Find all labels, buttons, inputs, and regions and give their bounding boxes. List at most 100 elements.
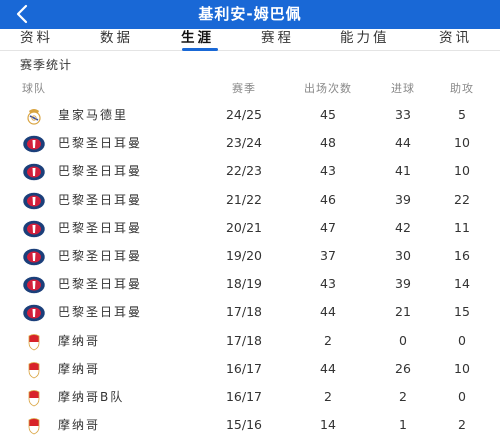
table-row[interactable]: 巴黎圣日耳曼 18/19 43 39 14	[0, 270, 500, 298]
team-name: 巴黎圣日耳曼	[58, 192, 143, 207]
column-header-apps: 出场次数	[304, 82, 352, 95]
team-name: 巴黎圣日耳曼	[58, 136, 143, 151]
table-row[interactable]: 摩纳哥 15/16 14 1 2	[0, 411, 500, 439]
assists-cell: 0	[458, 332, 466, 348]
season-cell: 21/22	[225, 191, 263, 207]
assists-cell: 2	[458, 417, 466, 433]
assists-cell: 15	[454, 304, 470, 320]
season-cell: 16/17	[225, 360, 263, 376]
appearances-cell: 44	[320, 304, 336, 320]
appearances-cell: 2	[324, 389, 332, 404]
season-cell: 19/20	[225, 248, 263, 263]
season-cell: 15/16	[225, 417, 263, 433]
assists-cell: 0	[458, 389, 466, 404]
team-name: 摩纳哥	[58, 361, 101, 376]
active-tab-indicator	[182, 48, 218, 51]
team-name: 巴黎圣日耳曼	[58, 249, 143, 263]
psg-badge-icon	[22, 304, 46, 323]
table-row[interactable]: 巴黎圣日耳曼 17/18 44 21 15	[0, 298, 500, 326]
psg-badge-icon	[22, 248, 46, 266]
appearances-cell: 46	[320, 191, 336, 207]
assists-cell: 10	[454, 360, 470, 376]
team-name: 摩纳哥B队	[58, 390, 125, 404]
section-title: 赛季统计	[20, 58, 73, 72]
psg-badge-icon	[22, 276, 46, 294]
team-name: 巴黎圣日耳曼	[58, 277, 143, 292]
column-header-assists: 助攻	[450, 82, 474, 95]
appearances-cell: 45	[320, 107, 336, 122]
goals-cell: 41	[395, 163, 411, 179]
tab-news[interactable]: 资讯	[439, 30, 472, 46]
goals-cell: 33	[395, 107, 411, 122]
appearances-cell: 43	[320, 163, 336, 179]
column-header-season: 赛季	[232, 82, 256, 95]
season-cell: 17/18	[225, 304, 263, 320]
tab-profile[interactable]: 资料	[20, 30, 53, 46]
appearances-cell: 43	[320, 276, 336, 292]
team-name: 摩纳哥	[58, 333, 101, 348]
back-arrow-icon[interactable]	[12, 3, 34, 25]
assists-cell: 10	[454, 163, 470, 179]
top-bar: 基利安-姆巴佩	[0, 0, 500, 29]
goals-cell: 1	[399, 417, 407, 433]
season-cell: 17/18	[225, 332, 263, 348]
goals-cell: 44	[395, 135, 411, 151]
team-name: 皇家马德里	[58, 108, 129, 122]
table-row[interactable]: 巴黎圣日耳曼 22/23 43 41 10	[0, 157, 500, 185]
appearances-cell: 14	[320, 417, 336, 433]
table-row[interactable]: 摩纳哥B队 16/17 2 2 0	[0, 383, 500, 411]
column-header-goals: 进球	[391, 82, 415, 95]
table-row[interactable]: 巴黎圣日耳曼 19/20 37 30 16	[0, 242, 500, 270]
season-cell: 18/19	[225, 276, 263, 292]
assists-cell: 16	[454, 248, 470, 263]
tab-career[interactable]: 生涯	[181, 30, 214, 46]
psg-badge-icon	[22, 191, 46, 210]
appearances-cell: 47	[320, 219, 336, 235]
monaco-badge-icon	[22, 361, 46, 379]
appearances-cell: 37	[320, 248, 336, 263]
column-header-team: 球队	[22, 82, 46, 95]
team-name: 巴黎圣日耳曼	[58, 220, 143, 235]
season-cell: 24/25	[225, 107, 263, 122]
table-row[interactable]: 摩纳哥 17/18 2 0 0	[0, 327, 500, 355]
goals-cell: 0	[399, 332, 407, 348]
tab-schedule[interactable]: 赛程	[261, 30, 294, 46]
assists-cell: 5	[458, 107, 466, 122]
table-row[interactable]: 巴黎圣日耳曼 23/24 48 44 10	[0, 129, 500, 157]
goals-cell: 39	[395, 191, 411, 207]
team-name: 巴黎圣日耳曼	[58, 305, 143, 320]
real-madrid-badge-icon	[22, 107, 46, 125]
psg-badge-icon	[22, 163, 46, 182]
appearances-cell: 44	[320, 360, 336, 376]
table-row[interactable]: 巴黎圣日耳曼 20/21 47 42 11	[0, 214, 500, 242]
season-cell: 20/21	[225, 219, 263, 235]
table-row[interactable]: 皇家马德里 24/25 45 33 5	[0, 101, 500, 129]
assists-cell: 14	[454, 276, 470, 292]
goals-cell: 21	[395, 304, 411, 320]
goals-cell: 42	[395, 219, 411, 235]
team-name: 巴黎圣日耳曼	[58, 164, 143, 179]
psg-badge-icon	[22, 135, 46, 153]
page-title: 基利安-姆巴佩	[198, 5, 302, 23]
goals-cell: 30	[395, 248, 411, 263]
tab-bar: 资料 数据 生涯 赛程 能力值 资讯	[0, 29, 500, 51]
team-name: 摩纳哥	[58, 418, 101, 433]
appearances-cell: 48	[320, 135, 336, 151]
assists-cell: 10	[454, 135, 470, 151]
table-row[interactable]: 巴黎圣日耳曼 21/22 46 39 22	[0, 186, 500, 214]
monaco-badge-icon	[22, 333, 46, 351]
table-row[interactable]: 摩纳哥 16/17 44 26 10	[0, 355, 500, 383]
monaco-badge-icon	[22, 417, 46, 435]
goals-cell: 39	[395, 276, 411, 292]
season-cell: 16/17	[225, 389, 263, 404]
season-cell: 23/24	[225, 135, 263, 151]
assists-cell: 22	[454, 191, 470, 207]
goals-cell: 26	[395, 360, 411, 376]
appearances-cell: 2	[324, 332, 332, 348]
monaco-badge-icon	[22, 389, 46, 407]
tab-data[interactable]: 数据	[100, 30, 133, 46]
psg-badge-icon	[22, 220, 46, 238]
tab-ability[interactable]: 能力值	[340, 30, 390, 46]
assists-cell: 11	[454, 219, 470, 235]
goals-cell: 2	[399, 389, 407, 404]
